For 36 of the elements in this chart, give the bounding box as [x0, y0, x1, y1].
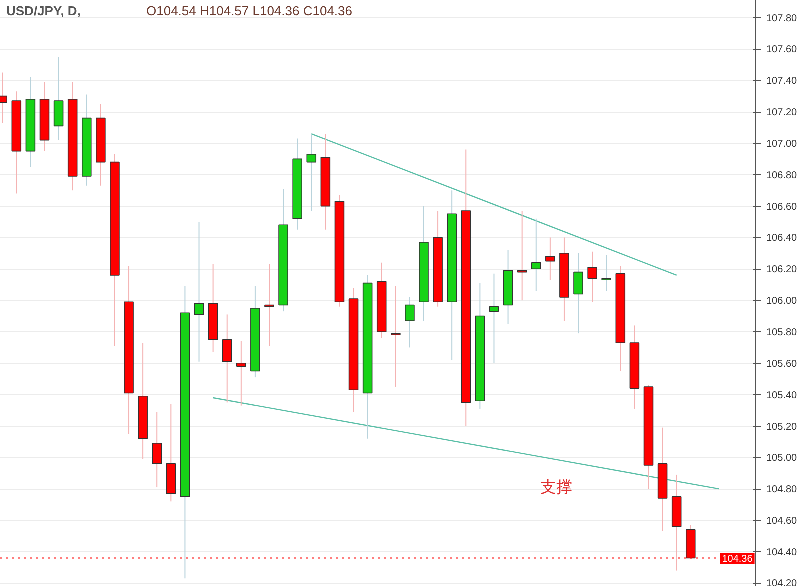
y-tick-label: 106.40: [766, 233, 798, 244]
candlestick: [489, 273, 500, 364]
candlestick: [264, 264, 274, 347]
y-tick-label: 106.60: [766, 202, 798, 213]
candlestick: [152, 412, 162, 488]
candlestick: [588, 251, 598, 303]
y-tick-label: 106.20: [766, 264, 798, 276]
y-tick-label: 105.20: [766, 422, 798, 433]
candlestick: [222, 314, 232, 404]
y-tick-label: 105.40: [766, 390, 798, 402]
candlestick: [602, 254, 612, 292]
chart-title: USD/JPY, D,: [6, 4, 81, 18]
chart-subtitle: O104.54 H104.57 L104.36 C104.36: [146, 4, 353, 18]
ref-line-label: 104.36: [722, 554, 754, 566]
y-tick-label: 105.00: [766, 453, 798, 464]
y-tick-label: 107.20: [766, 108, 798, 119]
y-tick-label: 107.40: [766, 76, 798, 88]
candlestick: [194, 222, 204, 362]
y-tick-label: 107.60: [766, 44, 798, 56]
y-tick-label: 107.80: [766, 13, 798, 24]
candlestick: [391, 286, 401, 388]
candlestick: [574, 252, 584, 334]
y-tick-label: 104.80: [766, 484, 798, 496]
annotation: 支撑: [540, 478, 572, 496]
candlestick: [306, 134, 317, 212]
y-tick-label: 104.60: [766, 516, 798, 528]
candlestick: [405, 296, 415, 348]
y-tick-label: 105.80: [766, 327, 798, 338]
y-tick-label: 106.00: [766, 296, 798, 308]
y-tick-label: 107.00: [766, 138, 798, 150]
candlestick: [531, 218, 542, 292]
y-tick-label: 106.80: [766, 170, 798, 182]
candlestick: [236, 340, 246, 406]
y-tick-label: 104.40: [766, 547, 798, 558]
candlestick: [546, 237, 556, 281]
y-tick-label: 105.60: [766, 358, 798, 370]
